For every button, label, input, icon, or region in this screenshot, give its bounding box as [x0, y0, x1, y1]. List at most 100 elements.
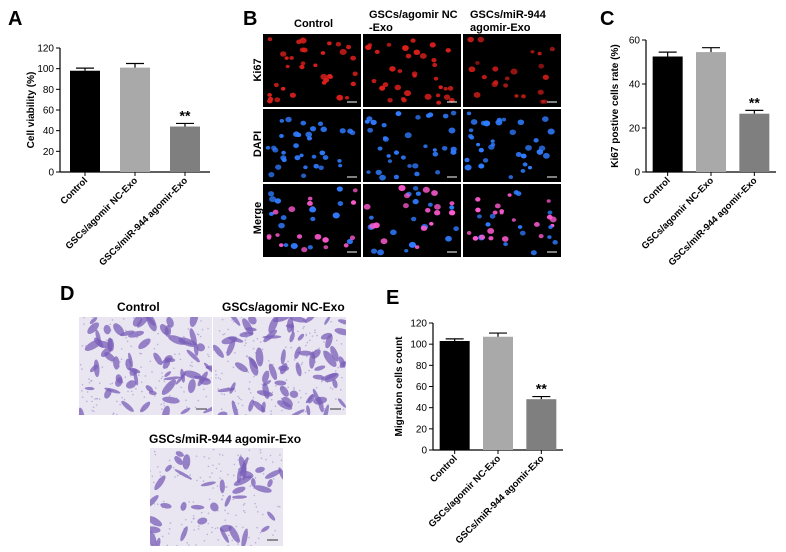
- nucleus: [371, 78, 377, 84]
- pore-dot: [234, 352, 236, 354]
- pore-dot: [250, 544, 252, 546]
- migrated-cell: [95, 329, 101, 343]
- chart-c-ki67-rate: 0 20 40 60 Ki67 postive cells rate (%) Contro…: [610, 36, 776, 268]
- nucleus: [380, 238, 388, 245]
- nucleus: [477, 36, 485, 43]
- pore-dot: [314, 361, 317, 363]
- pore-dot: [185, 399, 187, 402]
- nucleus: [530, 50, 535, 54]
- migrated-cell: [161, 358, 170, 364]
- nucleus: [481, 74, 487, 80]
- migrated-cell: [104, 387, 121, 394]
- nucleus: [336, 94, 344, 101]
- nucleus: [507, 193, 512, 197]
- nucleus: [313, 63, 318, 68]
- migrated-cell: [120, 330, 135, 337]
- chart-e-migration: 0 20 40 60 80 100 120 Migration cells count Cont…: [394, 319, 563, 546]
- bar: [120, 67, 150, 172]
- nucleus: [273, 82, 279, 88]
- pore-dot: [330, 320, 332, 323]
- migrated-cell: [154, 475, 166, 491]
- migrated-cell: [166, 317, 174, 328]
- pore-dot: [270, 410, 272, 412]
- pore-dot: [221, 372, 223, 375]
- nucleus: [475, 197, 481, 202]
- pore-dot: [321, 380, 323, 383]
- nucleus: [501, 236, 509, 242]
- nucleus: [386, 154, 391, 158]
- nucleus: [405, 53, 412, 59]
- pore-dot: [83, 323, 85, 325]
- nucleus: [390, 229, 397, 236]
- nucleus: [337, 159, 342, 163]
- pore-dot: [217, 539, 219, 541]
- fluorescence-tile: [463, 109, 561, 182]
- nucleus: [293, 131, 300, 137]
- nucleus: [494, 203, 501, 209]
- nucleus: [519, 230, 526, 236]
- nucleus: [283, 243, 289, 248]
- pore-dot: [244, 339, 247, 341]
- migrated-cell: [334, 328, 346, 336]
- pore-dot: [297, 401, 300, 403]
- migrated-cell: [213, 344, 224, 358]
- pore-dot: [318, 347, 320, 350]
- nucleus: [350, 81, 356, 87]
- pore-dot: [136, 336, 138, 339]
- pore-dot: [83, 317, 85, 319]
- pore-dot: [152, 481, 155, 484]
- pore-dot: [243, 502, 246, 505]
- nucleus: [285, 116, 292, 123]
- nucleus: [374, 49, 380, 54]
- pore-dot: [227, 328, 229, 331]
- pore-dot: [151, 475, 154, 478]
- pore-dot: [159, 471, 161, 473]
- pore-dot: [201, 328, 204, 331]
- fluorescence-tile: [363, 184, 461, 257]
- nucleus: [434, 203, 441, 210]
- migrated-cell: [231, 400, 239, 415]
- pore-dot: [221, 498, 224, 501]
- y-tick-label: 80: [43, 85, 55, 96]
- nucleus: [307, 201, 313, 206]
- nucleus: [448, 210, 456, 216]
- pore-dot: [219, 378, 222, 381]
- pore-dot: [91, 400, 93, 403]
- pore-dot: [329, 387, 332, 389]
- nucleus: [476, 142, 481, 147]
- migrated-cell: [217, 387, 236, 393]
- migrated-cell: [337, 398, 346, 408]
- pore-dot: [227, 360, 229, 363]
- pore-dot: [125, 336, 127, 339]
- nucleus: [293, 143, 299, 149]
- migrated-cell: [160, 502, 172, 509]
- pore-dot: [293, 359, 296, 361]
- nucleus: [538, 234, 544, 239]
- nucleus: [445, 48, 451, 53]
- nucleus: [414, 245, 420, 250]
- nucleus: [515, 151, 522, 158]
- nucleus: [517, 225, 523, 229]
- pore-dot: [180, 523, 183, 526]
- migrated-cell: [306, 405, 311, 415]
- pore-dot: [207, 346, 210, 348]
- nucleus: [431, 58, 437, 63]
- nucleus: [547, 235, 552, 239]
- y-tick-label: 40: [416, 403, 428, 414]
- pore-dot: [335, 398, 337, 400]
- pore-dot: [224, 509, 226, 512]
- y-tick-label: 60: [416, 382, 428, 393]
- pore-dot: [227, 512, 229, 515]
- pore-dot: [240, 398, 243, 401]
- migrated-cell: [220, 528, 230, 543]
- pore-dot: [240, 317, 243, 318]
- nucleus: [480, 120, 487, 126]
- pore-dot: [123, 398, 126, 401]
- nucleus: [336, 186, 343, 192]
- pore-dot: [218, 463, 221, 465]
- pore-dot: [232, 474, 235, 477]
- nucleus: [370, 248, 378, 254]
- pore-dot: [95, 404, 98, 406]
- pore-dot: [207, 465, 210, 468]
- nucleus: [468, 66, 476, 73]
